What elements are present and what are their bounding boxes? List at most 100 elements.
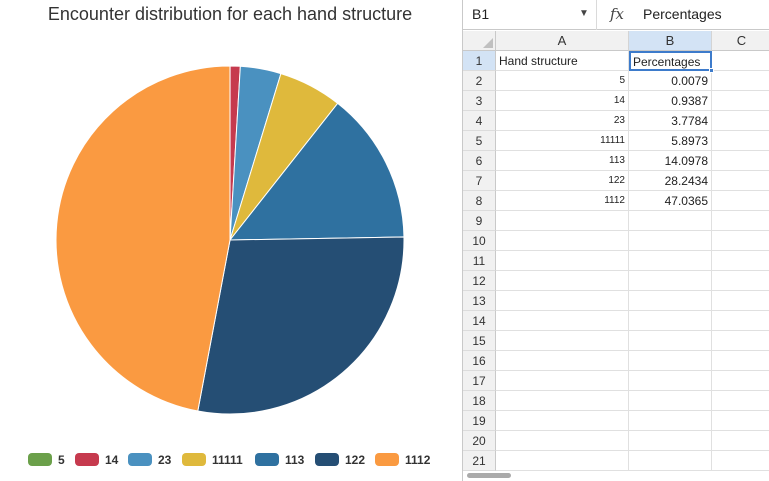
cell-c13[interactable] [712,291,769,311]
column-header-a[interactable]: A [496,31,629,51]
cell-c1[interactable] [712,51,769,71]
cell-c4[interactable] [712,111,769,131]
cell-b5[interactable]: 5.8973 [629,131,712,151]
row-header-13[interactable]: 13 [463,291,496,311]
cell-a6[interactable]: 113 [496,151,629,171]
chevron-down-icon[interactable]: ▼ [579,8,589,19]
cell-b3[interactable]: 0.9387 [629,91,712,111]
cell-b6[interactable]: 14.0978 [629,151,712,171]
cell-b10[interactable] [629,231,712,251]
formula-input[interactable]: Percentages [643,6,722,22]
cell-a13[interactable] [496,291,629,311]
cell-a16[interactable] [496,351,629,371]
cell-b19[interactable] [629,411,712,431]
cell-a4[interactable]: 23 [496,111,629,131]
cell-c12[interactable] [712,271,769,291]
pie-slice-1112[interactable] [55,65,231,412]
column-header-b[interactable]: B [629,31,712,51]
cell-c19[interactable] [712,411,769,431]
cell-a18[interactable] [496,391,629,411]
cell-b7[interactable]: 28.2434 [629,171,712,191]
row-header-7[interactable]: 7 [463,171,496,191]
cell-a2[interactable]: 5 [496,71,629,91]
scrollbar-thumb[interactable] [467,473,511,478]
row-header-4[interactable]: 4 [463,111,496,131]
cell-b15[interactable] [629,331,712,351]
cell-b9[interactable] [629,211,712,231]
legend-swatch [375,453,399,466]
row-header-10[interactable]: 10 [463,231,496,251]
row-header-5[interactable]: 5 [463,131,496,151]
fill-handle[interactable] [709,68,714,73]
cell-b4[interactable]: 3.7784 [629,111,712,131]
cell-a12[interactable] [496,271,629,291]
row-header-12[interactable]: 12 [463,271,496,291]
cell-c3[interactable] [712,91,769,111]
cell-a14[interactable] [496,311,629,331]
row-header-8[interactable]: 8 [463,191,496,211]
name-box[interactable]: B1 ▼ [463,0,597,30]
cell-b2[interactable]: 0.0079 [629,71,712,91]
cell-a21[interactable] [496,451,629,471]
cell-c17[interactable] [712,371,769,391]
row-header-1[interactable]: 1 [463,51,496,71]
cell-a9[interactable] [496,211,629,231]
column-header-c[interactable]: C [712,31,769,51]
cell-c9[interactable] [712,211,769,231]
cell-c18[interactable] [712,391,769,411]
cell-c14[interactable] [712,311,769,331]
cell-c2[interactable] [712,71,769,91]
select-all-corner[interactable] [463,31,496,51]
row-header-20[interactable]: 20 [463,431,496,451]
cell-a20[interactable] [496,431,629,451]
row-header-14[interactable]: 14 [463,311,496,331]
cell-b16[interactable] [629,351,712,371]
cell-c7[interactable] [712,171,769,191]
cell-a17[interactable] [496,371,629,391]
cell-b20[interactable] [629,431,712,451]
cell-b18[interactable] [629,391,712,411]
cell-a10[interactable] [496,231,629,251]
cell-a15[interactable] [496,331,629,351]
cell-b8[interactable]: 47.0365 [629,191,712,211]
row-header-3[interactable]: 3 [463,91,496,111]
cell-c5[interactable] [712,131,769,151]
cell-b12[interactable] [629,271,712,291]
row-header-16[interactable]: 16 [463,351,496,371]
cell-b1[interactable]: Percentages [629,51,712,71]
cell-b11[interactable] [629,251,712,271]
cell-b13[interactable] [629,291,712,311]
cell-a5[interactable]: 11111 [496,131,629,151]
row-header-15[interactable]: 15 [463,331,496,351]
cell-a11[interactable] [496,251,629,271]
cell-a1[interactable]: Hand structure [496,51,629,71]
cell-c6[interactable] [712,151,769,171]
cell-c21[interactable] [712,451,769,471]
row-header-21[interactable]: 21 [463,451,496,471]
horizontal-scrollbar[interactable] [463,471,769,481]
cell-b14[interactable] [629,311,712,331]
row-header-17[interactable]: 17 [463,371,496,391]
row-header-18[interactable]: 18 [463,391,496,411]
cell-a3[interactable]: 14 [496,91,629,111]
row-header-6[interactable]: 6 [463,151,496,171]
pie-slice-113[interactable] [228,102,405,241]
row-header-11[interactable]: 11 [463,251,496,271]
cell-c15[interactable] [712,331,769,351]
cell-c11[interactable] [712,251,769,271]
cell-a7[interactable]: 122 [496,171,629,191]
legend-swatch [128,453,152,466]
cell-a8[interactable]: 1112 [496,191,629,211]
cell-c8[interactable] [712,191,769,211]
cell-c20[interactable] [712,431,769,451]
cell-b17[interactable] [629,371,712,391]
cell-grid[interactable]: A B C 1 Hand structure Percentages 2 5 0.0079… [463,31,769,471]
pie-slice-122[interactable] [197,236,405,415]
cell-c16[interactable] [712,351,769,371]
cell-b21[interactable] [629,451,712,471]
row-header-19[interactable]: 19 [463,411,496,431]
cell-c10[interactable] [712,231,769,251]
row-header-9[interactable]: 9 [463,211,496,231]
cell-a19[interactable] [496,411,629,431]
row-header-2[interactable]: 2 [463,71,496,91]
